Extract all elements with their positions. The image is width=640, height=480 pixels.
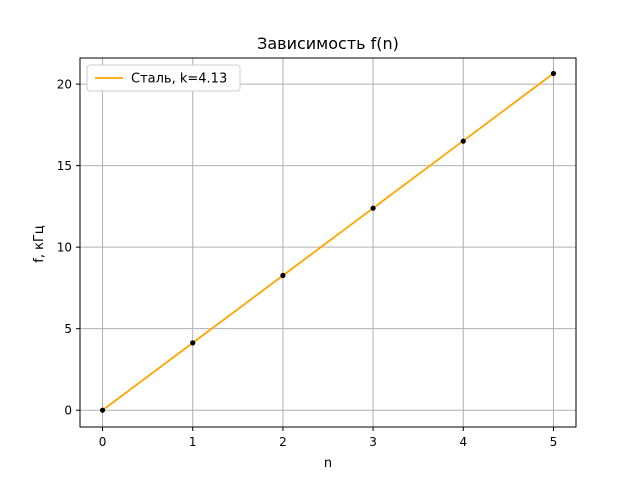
data-point — [280, 272, 286, 279]
chart-title: Зависимость f(n) — [257, 34, 399, 53]
y-tick-label: 10 — [57, 241, 72, 255]
series-line — [102, 72, 554, 411]
ticks: 0 1 2 3 4 5 0 5 10 15 20 — [57, 78, 558, 449]
legend-label: Сталь, k=4.13 — [131, 72, 227, 87]
plot-frame — [79, 57, 577, 428]
x-tick-label: 4 — [459, 435, 467, 449]
x-axis-label: n — [324, 456, 332, 471]
y-tick-label: 0 — [64, 404, 72, 418]
x-tick-label: 0 — [99, 435, 107, 449]
legend-box — [86, 64, 241, 92]
grid — [80, 58, 576, 427]
legend: Сталь, k=4.13 — [86, 64, 241, 92]
x-tick-label: 2 — [279, 435, 287, 449]
y-tick-label: 20 — [57, 78, 72, 92]
data-point — [190, 340, 196, 346]
data-point — [460, 138, 466, 144]
x-tick-label: 3 — [369, 435, 377, 449]
y-tick-label: 15 — [57, 159, 72, 173]
series-layer — [99, 70, 557, 413]
y-tick-label: 5 — [64, 322, 72, 336]
data-point — [550, 70, 557, 77]
y-axis-label: f, кГц — [32, 225, 47, 263]
x-tick-label: 1 — [189, 435, 197, 449]
x-tick-label: 5 — [550, 435, 558, 449]
data-point — [370, 205, 376, 211]
data-point — [99, 407, 106, 413]
